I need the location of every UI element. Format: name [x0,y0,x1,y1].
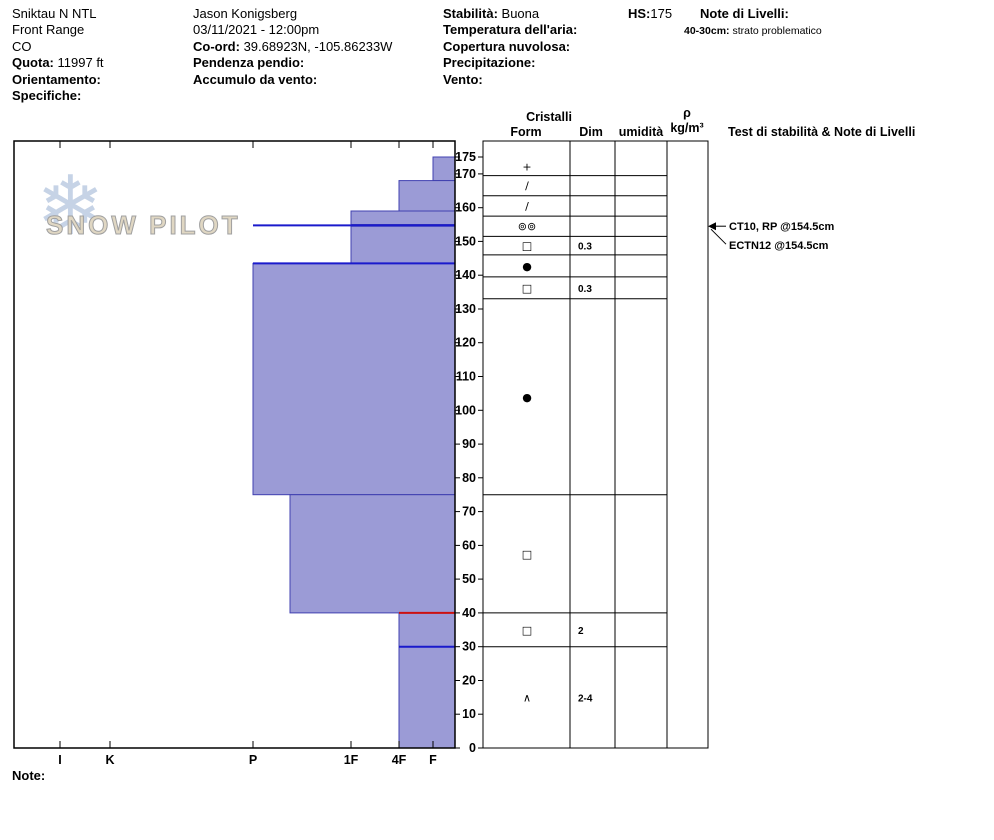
density-unit-header: kg/m³ [670,121,703,135]
depth-axis-label: 110 [456,370,476,384]
grain-form-symbol: □ [522,282,532,295]
hardness-axis-label: 4F [392,753,407,767]
stability-test-label: CT10, RP @154.5cm [729,221,835,233]
test-column-header: Test di stabilità & Note di Livelli [728,125,915,139]
grain-table-frame [482,140,668,749]
observer-name: Jason Konigsberg [193,6,298,21]
layer-note-depth: 40-30cm: [684,25,730,37]
depth-axis-label: 100 [455,403,476,417]
test-connector-line [710,228,727,245]
grain-form-symbol: / [525,200,529,213]
grain-form-symbol: □ [522,624,532,637]
depth-axis-label: 80 [462,471,476,485]
depth-axis-label: 10 [462,707,476,721]
location-block: Sniktau N NTL Front Range CO Quota: 1199… [12,6,104,104]
grain-dim-value: 2-4 [578,693,593,704]
layer-note-text: strato problematico [732,25,822,37]
density-column-frame [666,140,709,749]
hardness-axis-label: F [429,753,437,767]
grain-form-symbol: □ [522,240,532,253]
snow-height-value: 175 [650,6,673,21]
grain-table-title: Cristalli [526,110,572,124]
grain-dim-value: 0.3 [578,284,592,295]
depth-axis-label: 175 [455,150,476,164]
observer-block: Jason Konigsberg 03/11/2021 - 12:00pm Co… [193,6,392,88]
grain-form-symbol: / [525,180,529,193]
hardness-axis-label: 1F [344,753,359,767]
depth-axis-label: 50 [462,572,476,586]
depth-axis-label: 60 [462,538,476,552]
precipitation-label: Precipitazione: [443,55,536,71]
cloud-cover-label: Copertura nuvolosa: [443,38,571,54]
depth-axis-label: 140 [455,268,476,282]
observation-datetime: 03/11/2021 - 12:00pm [193,22,320,38]
slope-angle-label: Pendenza pendio: [193,55,305,71]
grain-form-symbol: ● [522,260,532,273]
snowpilot-watermark: ❄ SNOW PILOT [36,166,256,282]
stability-value: Buona [501,6,540,21]
aspect-label: Orientamento: [12,71,101,87]
layer-note-entry: 40-30cm: strato problematico [684,25,822,37]
grain-form-symbol: ⊚⊚ [518,220,536,233]
test-arrow-head [708,222,716,231]
site-state: CO [12,38,32,54]
coordinates-label: Co-ord: [193,38,240,54]
depth-axis-label: 150 [455,234,476,248]
hardness-layer-bar [398,180,456,212]
wind-loading-label: Accumulo da vento: [193,71,318,87]
hardness-axis-label: K [105,753,114,767]
snow-height-label: HS: [628,6,651,21]
hardness-layer-bar [252,262,456,496]
hardness-layer-bar [398,612,456,648]
depth-axis-label: 0 [469,741,476,755]
hardness-axis-label: P [249,753,257,767]
specifics-label: Specifiche: [12,88,82,104]
hardness-axis-label: I [58,753,61,767]
hardness-layer-bar [432,156,456,182]
hardness-layer-bar [350,210,456,225]
depth-axis-label: 160 [455,201,476,215]
snowflake-icon: ❄ [36,159,105,254]
humidity-column-header: umidità [619,125,663,139]
elevation-label: Quota: [12,55,54,71]
depth-axis-label: 90 [462,437,476,451]
footer-note-label: Note: [12,768,46,783]
depth-axis-label: 170 [455,167,476,181]
hardness-layer-bar [398,646,456,749]
stability-test-label: ECTN12 @154.5cm [729,240,829,252]
hardness-layer-bar [350,225,456,264]
grain-form-symbol: ∧ [523,691,531,704]
wind-label: Vento: [443,71,483,87]
air-temperature-label: Temperatura dell'aria: [443,22,578,38]
depth-axis-label: 40 [462,606,476,620]
depth-axis-label: 130 [455,302,476,316]
grain-form-symbol: □ [522,548,532,561]
stability-line: Stabilità: Buona [443,6,577,22]
grain-dim-value: 2 [578,626,584,637]
grain-form-symbol: ● [522,391,532,404]
site-name: Sniktau N NTL [12,6,97,21]
coordinates-line: Co-ord: 39.68923N, -105.86233W [193,39,392,55]
form-column-header: Form [510,125,541,139]
depth-axis-label: 20 [462,674,476,688]
coordinates-value: 39.68923N, -105.86233W [243,38,393,54]
depth-axis-label: 70 [462,505,476,519]
grain-form-symbol: + [522,160,531,173]
elevation-value: 11997 ft [57,55,104,71]
conditions-block: Stabilità: Buona Temperatura dell'aria: … [443,6,577,88]
density-symbol-header: ρ [683,106,691,120]
depth-axis-label: 30 [462,640,476,654]
snow-height-line: HS:175 [628,6,672,22]
watermark-text: SNOW PILOT [46,210,241,241]
site-range: Front Range [12,22,85,38]
layer-notes-title: Note di Livelli: [700,6,789,21]
stability-label: Stabilità: [443,6,498,21]
depth-axis-label: 120 [455,336,476,350]
hardness-layer-bar [289,494,456,614]
elevation-line: Quota: 11997 ft [12,55,104,71]
grain-dim-value: 0.3 [578,242,592,253]
dim-column-header: Dim [579,125,603,139]
